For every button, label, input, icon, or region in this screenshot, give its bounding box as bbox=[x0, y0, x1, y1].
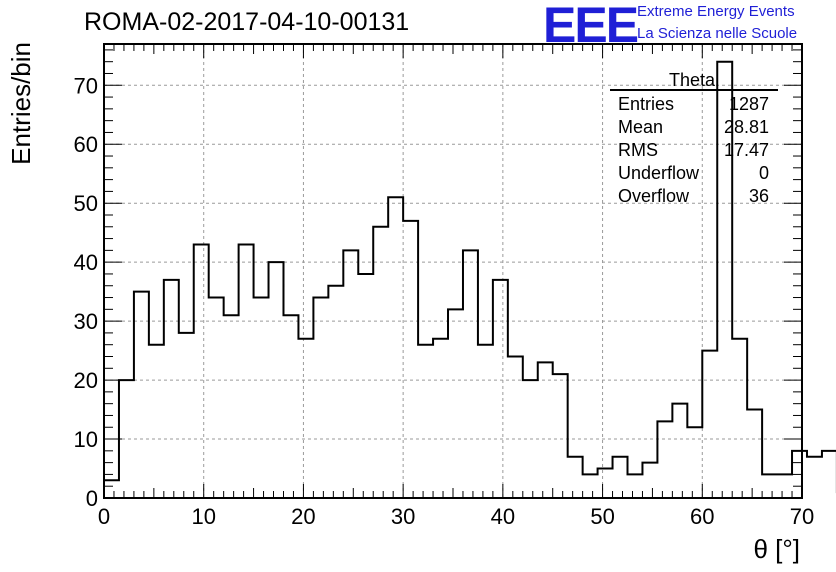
stats-value-underflow: 0 bbox=[759, 163, 769, 183]
x-tick-label: 60 bbox=[690, 504, 714, 529]
stats-value-mean: 28.81 bbox=[724, 117, 769, 137]
x-tick-label: 20 bbox=[291, 504, 315, 529]
run-title: ROMA-02-2017-04-10-00131 bbox=[84, 8, 410, 36]
stats-value-overflow: 36 bbox=[749, 186, 769, 206]
x-tick-label: 50 bbox=[590, 504, 614, 529]
y-tick-label: 40 bbox=[74, 250, 98, 275]
y-tick-label: 50 bbox=[74, 191, 98, 216]
stats-label-mean: Mean bbox=[618, 117, 663, 137]
y-tick-label: 70 bbox=[74, 73, 98, 98]
stats-label-underflow: Underflow bbox=[618, 163, 700, 183]
y-axis-title: Entries/bin bbox=[6, 42, 36, 165]
x-tick-labels: 0 10 20 30 40 50 60 70 bbox=[98, 504, 814, 529]
x-tick-label: 70 bbox=[790, 504, 814, 529]
plot-frame bbox=[103, 43, 803, 499]
y-tick-label: 60 bbox=[74, 132, 98, 157]
stats-box: Theta Entries 1287 Mean 28.81 RMS 17.47 … bbox=[610, 70, 778, 206]
logo-subtitle-line1: Extreme Energy Events bbox=[637, 3, 795, 20]
x-tick-label: 0 bbox=[98, 504, 110, 529]
histogram-line bbox=[104, 60, 836, 494]
stats-title: Theta bbox=[669, 70, 716, 90]
x-tick-label: 10 bbox=[191, 504, 215, 529]
eee-logo: EEE bbox=[543, 0, 639, 53]
x-axis-title: θ [°] bbox=[753, 534, 800, 564]
y-tick-label: 10 bbox=[74, 427, 98, 452]
y-tick-labels: 0 10 20 30 40 50 60 70 bbox=[74, 73, 98, 511]
logo-subtitle-line2: La Scienza nelle Scuole bbox=[637, 25, 798, 42]
stats-label-entries: Entries bbox=[618, 94, 674, 114]
stats-value-entries: 1287 bbox=[729, 94, 769, 114]
y-tick-label: 20 bbox=[74, 368, 98, 393]
y-tick-label: 30 bbox=[74, 309, 98, 334]
axis-ticks bbox=[103, 44, 803, 499]
y-tick-label: 0 bbox=[86, 486, 98, 511]
x-tick-label: 40 bbox=[491, 504, 515, 529]
stats-value-rms: 17.47 bbox=[724, 140, 769, 160]
stats-label-rms: RMS bbox=[618, 140, 658, 160]
x-tick-label: 30 bbox=[391, 504, 415, 529]
stats-label-overflow: Overflow bbox=[618, 186, 690, 206]
